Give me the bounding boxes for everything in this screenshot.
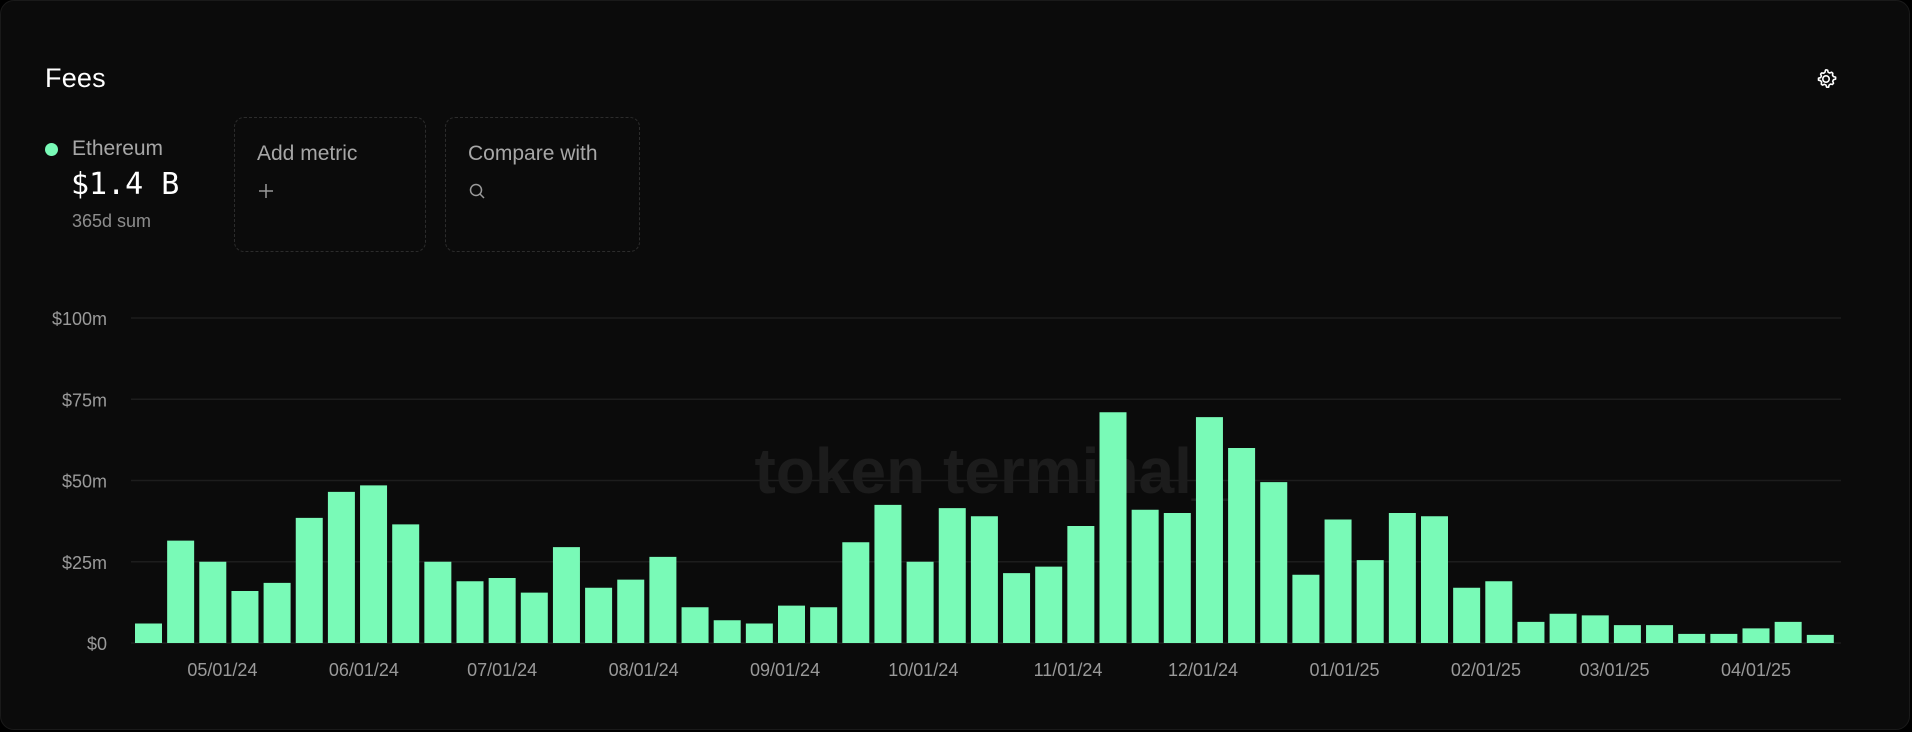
bar[interactable]: [1485, 581, 1513, 643]
bar[interactable]: [360, 485, 388, 643]
bar[interactable]: [1581, 615, 1609, 643]
bar[interactable]: [970, 516, 998, 643]
series-total-caption: 365d sum: [72, 211, 152, 231]
x-tick-label: 01/01/25: [1309, 660, 1379, 680]
bar[interactable]: [199, 561, 227, 643]
bar[interactable]: [938, 508, 966, 643]
bar[interactable]: [1742, 628, 1770, 643]
bar[interactable]: [1806, 634, 1834, 643]
x-tick-label: 10/01/24: [888, 660, 958, 680]
bar[interactable]: [649, 556, 677, 643]
bar[interactable]: [1710, 633, 1738, 643]
bar[interactable]: [906, 561, 934, 643]
compare-with-button[interactable]: Compare with: [445, 117, 640, 252]
y-tick-label: $25m: [62, 553, 107, 573]
fees-bar-chart: $0 $25m $50m $75m $100m token terminal_ 05/0…: [52, 309, 1841, 680]
bar[interactable]: [713, 620, 741, 643]
series-color-dot: [45, 143, 58, 156]
x-tick-label: 11/01/24: [1034, 660, 1103, 680]
y-tick-label: $0: [87, 634, 107, 654]
bar[interactable]: [456, 581, 484, 643]
series-name: Ethereum: [72, 137, 164, 160]
bar[interactable]: [263, 582, 291, 643]
bar[interactable]: [585, 587, 613, 643]
y-tick-label: $50m: [62, 472, 107, 492]
bar[interactable]: [1388, 513, 1416, 643]
bar[interactable]: [778, 605, 805, 643]
bar[interactable]: [1099, 412, 1127, 643]
bar[interactable]: [1003, 573, 1031, 643]
x-tick-label: 05/01/24: [187, 660, 257, 680]
bar[interactable]: [1517, 621, 1545, 643]
bar[interactable]: [552, 547, 580, 643]
bar[interactable]: [488, 578, 516, 643]
y-axis-labels: $0 $25m $50m $75m $100m: [52, 309, 107, 654]
bar[interactable]: [424, 561, 452, 643]
bar[interactable]: [1260, 482, 1288, 643]
bar[interactable]: [135, 623, 162, 644]
bar[interactable]: [1228, 448, 1256, 643]
bar[interactable]: [617, 579, 645, 643]
bar[interactable]: [874, 504, 902, 643]
plus-icon: [259, 184, 273, 198]
bar[interactable]: [1324, 519, 1352, 644]
x-axis-labels: 05/01/24 06/01/24 07/01/24 08/01/24 09/01/24…: [187, 660, 1791, 680]
bar[interactable]: [810, 607, 838, 643]
bar[interactable]: [1774, 621, 1802, 643]
x-tick-label: 08/01/24: [609, 660, 679, 680]
x-tick-label: 04/01/25: [1721, 660, 1791, 680]
x-tick-label: 03/01/25: [1580, 660, 1650, 680]
add-metric-button[interactable]: Add metric: [234, 117, 426, 252]
x-tick-label: 06/01/24: [329, 660, 399, 680]
bar[interactable]: [520, 592, 548, 643]
bars: [135, 412, 1834, 643]
bar[interactable]: [1163, 513, 1191, 643]
bar[interactable]: [1421, 516, 1448, 643]
bar[interactable]: [842, 542, 870, 643]
bar[interactable]: [1131, 509, 1159, 643]
series-total-value: $1.4 B: [71, 167, 180, 202]
bar[interactable]: [681, 607, 709, 643]
bar[interactable]: [1613, 625, 1641, 643]
bar[interactable]: [231, 591, 259, 643]
bar[interactable]: [1035, 566, 1063, 643]
bar[interactable]: [167, 540, 195, 643]
bar[interactable]: [1292, 574, 1320, 643]
bar[interactable]: [745, 623, 773, 644]
bar[interactable]: [392, 524, 420, 643]
y-tick-label: $100m: [52, 309, 107, 329]
bar[interactable]: [1678, 633, 1706, 643]
x-tick-label: 09/01/24: [750, 660, 820, 680]
search-icon: [469, 183, 485, 199]
x-tick-label: 12/01/24: [1168, 660, 1238, 680]
bar[interactable]: [1067, 526, 1095, 643]
gear-icon[interactable]: [1814, 67, 1838, 91]
x-tick-label: 07/01/24: [467, 660, 537, 680]
bar[interactable]: [327, 491, 355, 643]
bar[interactable]: [1453, 587, 1481, 643]
bar[interactable]: [1356, 560, 1384, 643]
bar[interactable]: [1549, 613, 1577, 643]
watermark-text: token terminal_: [754, 435, 1228, 507]
card-title: Fees: [45, 63, 106, 93]
bar[interactable]: [1646, 625, 1674, 643]
add-metric-label: Add metric: [257, 142, 358, 165]
y-tick-label: $75m: [62, 390, 107, 410]
bar[interactable]: [295, 517, 323, 643]
compare-with-label: Compare with: [468, 142, 598, 165]
bar[interactable]: [1195, 417, 1223, 643]
x-tick-label: 02/01/25: [1451, 660, 1521, 680]
